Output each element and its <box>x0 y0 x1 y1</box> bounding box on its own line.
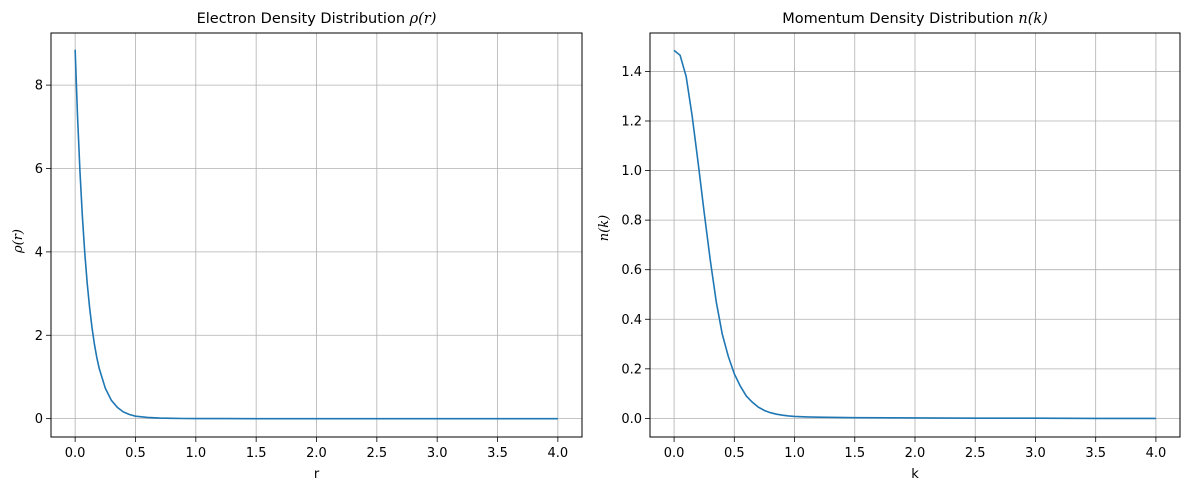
momentum-density-line <box>673 49 1156 420</box>
momentum-density-ytick-label: 1.4 <box>621 65 642 80</box>
momentum-density-ytick-label: 1.2 <box>621 114 642 129</box>
momentum-density-xtick-label: 2.0 <box>905 446 926 461</box>
electron-density-xtick-label: 1.0 <box>185 446 206 461</box>
electron-density-xtick-label: 3.0 <box>427 446 448 461</box>
momentum-density-ytick-label: 0.4 <box>621 313 642 328</box>
momentum-density-ytick-label: 0.2 <box>621 362 642 377</box>
momentum-density-ytick-label: 1.0 <box>621 164 642 179</box>
momentum-density-ytick-label: 0.8 <box>621 214 642 229</box>
momentum-density-ytick-label: 0.0 <box>621 412 642 427</box>
electron-density-ytick-label: 2 <box>35 329 43 344</box>
momentum-density-ticks: 0.0 0.5 1.0 1.5 2.0 2.5 3.0 3.5 4.0 0.0 0.2 0.4 0.6 0… <box>621 65 1166 461</box>
electron-density-xlabel: r <box>314 467 320 482</box>
electron-density-ytick-label: 6 <box>35 162 43 177</box>
momentum-density-xtick-label: 1.5 <box>844 446 865 461</box>
momentum-density-xtick-label: 0.5 <box>724 446 745 461</box>
electron-density-xtick-label: 2.0 <box>306 446 327 461</box>
momentum-density-xtick-label: 3.0 <box>1025 446 1046 461</box>
momentum-density-ylabel: n(k) <box>597 215 612 241</box>
momentum-density-xtick-label: 4.0 <box>1146 446 1167 461</box>
momentum-density-title: Momentum Density Distribution n(k) <box>782 11 1048 27</box>
momentum-density-xtick-label: 0.0 <box>664 446 685 461</box>
electron-density-ytick-label: 0 <box>35 412 43 427</box>
electron-density-xtick-label: 0.0 <box>65 446 86 461</box>
electron-density-title: Electron Density Distribution ρ(r) <box>197 11 437 27</box>
momentum-density-panel: Momentum Density Distribution n(k) 0.0 0.… <box>597 11 1181 482</box>
electron-density-ylabel: ρ(r) <box>11 229 26 254</box>
electron-density-xtick-label: 0.5 <box>125 446 146 461</box>
momentum-density-ytick-label: 0.6 <box>621 263 642 278</box>
electron-density-xtick-label: 4.0 <box>548 446 569 461</box>
electron-density-xtick-label: 1.5 <box>246 446 267 461</box>
electron-density-line <box>74 49 558 420</box>
electron-density-panel: Electron Density Distribution ρ(r) 0.0 0.… <box>11 11 583 482</box>
momentum-density-xtick-label: 2.5 <box>965 446 986 461</box>
momentum-density-xtick-label: 1.0 <box>784 446 805 461</box>
momentum-density-gridlines <box>650 33 1180 437</box>
electron-density-ytick-label: 4 <box>35 245 43 260</box>
momentum-density-axes-frame <box>649 32 1181 438</box>
electron-density-xtick-label: 3.5 <box>487 446 508 461</box>
electron-density-ytick-label: 8 <box>35 79 43 94</box>
electron-density-axes-frame <box>50 32 583 438</box>
momentum-density-xtick-label: 3.5 <box>1085 446 1106 461</box>
electron-density-gridlines <box>51 33 582 437</box>
momentum-density-xlabel: k <box>911 467 919 482</box>
electron-density-ticks: 0.0 0.5 1.0 1.5 2.0 2.5 3.0 3.5 4.0 0 2 4 6 8 <box>35 79 568 461</box>
electron-density-xtick-label: 2.5 <box>366 446 387 461</box>
